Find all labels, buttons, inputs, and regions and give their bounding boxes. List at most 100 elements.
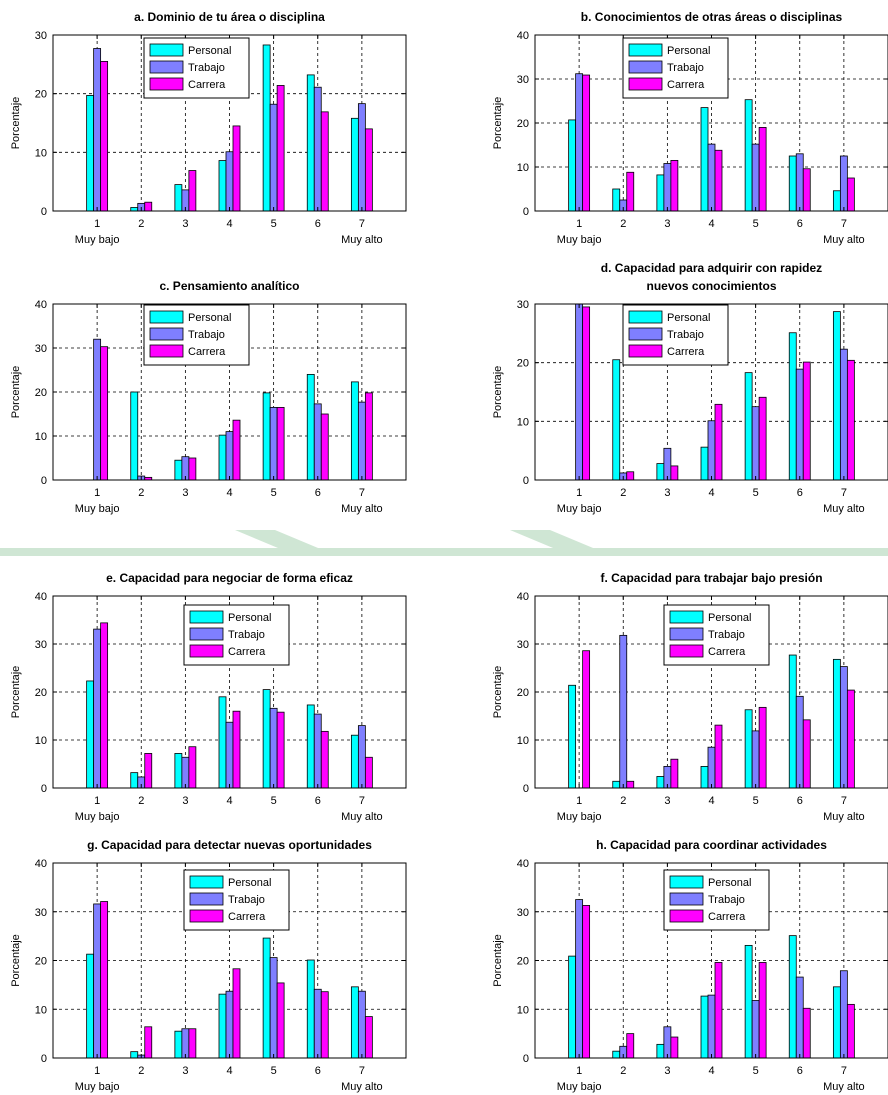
bar-trabajo (663, 447, 672, 481)
bar-carrera (802, 361, 811, 481)
legend-swatch-carrera (189, 909, 224, 923)
bar-trabajo (357, 401, 366, 481)
bar-personal (568, 684, 577, 789)
chart-panel: 0 10 20 30 40 1 2 3 4 5 6 7 Muy bajo Muy alto Porcenta… (492, 838, 888, 1093)
bar-personal (832, 986, 841, 1059)
bar-personal (218, 434, 227, 481)
legend-swatch-personal (189, 610, 224, 624)
bar-carrera (320, 730, 329, 789)
x-sub-label-low: Muy bajo (75, 811, 120, 823)
bar-personal (306, 959, 315, 1059)
legend: Personal Trabajo Carrera (622, 304, 729, 366)
bar-trabajo (751, 1000, 760, 1059)
x-sub-label-low: Muy bajo (75, 234, 120, 246)
x-tick-label: 6 (315, 487, 321, 499)
y-tick-label: 30 (35, 30, 47, 42)
bar-carrera (276, 85, 285, 212)
bar-carrera (802, 719, 811, 789)
bar-personal (700, 995, 709, 1059)
legend-label: Personal (667, 45, 710, 57)
chart-title: b. Conocimientos de otras áreas o discip… (581, 10, 843, 24)
bar-trabajo (313, 988, 322, 1059)
bar-personal (656, 1043, 665, 1059)
legend: Personal Trabajo Carrera (663, 869, 770, 931)
bar-trabajo (707, 420, 716, 481)
legend-label: Trabajo (188, 62, 225, 74)
bar-trabajo (575, 899, 584, 1059)
y-tick-label: 0 (41, 783, 47, 795)
bar-carrera (320, 991, 329, 1059)
bar-carrera (364, 756, 373, 789)
bar-trabajo (839, 666, 848, 789)
bar-carrera (232, 710, 241, 789)
bar-carrera (364, 1016, 373, 1059)
bar-personal (174, 753, 183, 789)
x-tick-label: 7 (841, 795, 847, 807)
x-tick-label: 2 (620, 1065, 626, 1077)
bar-trabajo (357, 103, 366, 212)
bar-carrera (626, 780, 635, 789)
bar-personal (744, 99, 753, 212)
y-tick-label: 10 (517, 735, 529, 747)
bar-carrera (802, 1007, 811, 1059)
bar-carrera (276, 982, 285, 1059)
y-tick-label: 30 (517, 299, 529, 311)
bar-trabajo (663, 163, 672, 212)
bar-carrera (846, 689, 855, 789)
x-tick-label: 2 (138, 487, 144, 499)
chart-panel: 0 10 20 30 40 1 2 3 4 5 6 7 Muy bajo Muy alto Porcenta… (492, 571, 888, 823)
bar-trabajo (93, 903, 102, 1059)
bar-trabajo (795, 695, 804, 789)
x-tick-label: 6 (315, 218, 321, 230)
y-tick-label: 30 (517, 74, 529, 86)
bar-personal (174, 184, 183, 212)
bar-carrera (714, 403, 723, 481)
x-tick-label: 4 (708, 1065, 714, 1077)
x-tick-label: 3 (182, 795, 188, 807)
x-sub-label-high: Muy alto (341, 234, 383, 246)
x-tick-label: 1 (94, 218, 100, 230)
legend-swatch-carrera (669, 909, 704, 923)
bar-personal (832, 311, 841, 481)
legend-swatch-trabajo (189, 892, 224, 906)
bar-trabajo (93, 48, 102, 212)
x-tick-label: 1 (94, 487, 100, 499)
bar-trabajo (357, 990, 366, 1059)
bar-trabajo (839, 970, 848, 1059)
legend: Personal Trabajo Carrera (663, 604, 770, 666)
x-sub-label-high: Muy alto (823, 503, 865, 515)
bar-personal (86, 680, 95, 789)
x-tick-label: 4 (226, 1065, 232, 1077)
bar-carrera (582, 650, 591, 789)
legend-label: Trabajo (667, 329, 704, 341)
x-tick-label: 6 (797, 795, 803, 807)
bar-carrera (364, 392, 373, 481)
bar-trabajo (357, 725, 366, 789)
bar-personal (656, 463, 665, 481)
legend-label: Trabajo (188, 329, 225, 341)
y-axis-label: Porcentaje (492, 97, 504, 150)
bar-trabajo (707, 994, 716, 1059)
legend: Personal Trabajo Carrera (622, 37, 729, 99)
y-tick-label: 40 (517, 591, 529, 603)
bar-carrera (758, 962, 767, 1059)
chart-panel: 0 10 20 30 1 2 3 4 5 6 7 Muy bajo Muy alto Porcentaje… (492, 261, 888, 515)
bar-carrera (100, 61, 109, 212)
y-tick-label: 10 (517, 416, 529, 428)
y-tick-label: 40 (35, 591, 47, 603)
legend-label: Trabajo (708, 629, 745, 641)
bar-trabajo (181, 756, 190, 789)
x-tick-label: 4 (708, 487, 714, 499)
bar-personal (350, 986, 359, 1059)
chart-panel: 0 10 20 30 40 1 2 3 4 5 6 7 Muy bajo Muy alto Porcenta… (492, 10, 888, 246)
bar-personal (262, 937, 271, 1059)
x-sub-label-high: Muy alto (823, 234, 865, 246)
legend-label: Trabajo (228, 629, 265, 641)
bar-trabajo (751, 406, 760, 481)
y-tick-label: 40 (35, 299, 47, 311)
y-tick-label: 10 (35, 147, 47, 159)
x-sub-label-high: Muy alto (341, 503, 383, 515)
bar-personal (130, 207, 139, 212)
x-tick-label: 1 (576, 218, 582, 230)
